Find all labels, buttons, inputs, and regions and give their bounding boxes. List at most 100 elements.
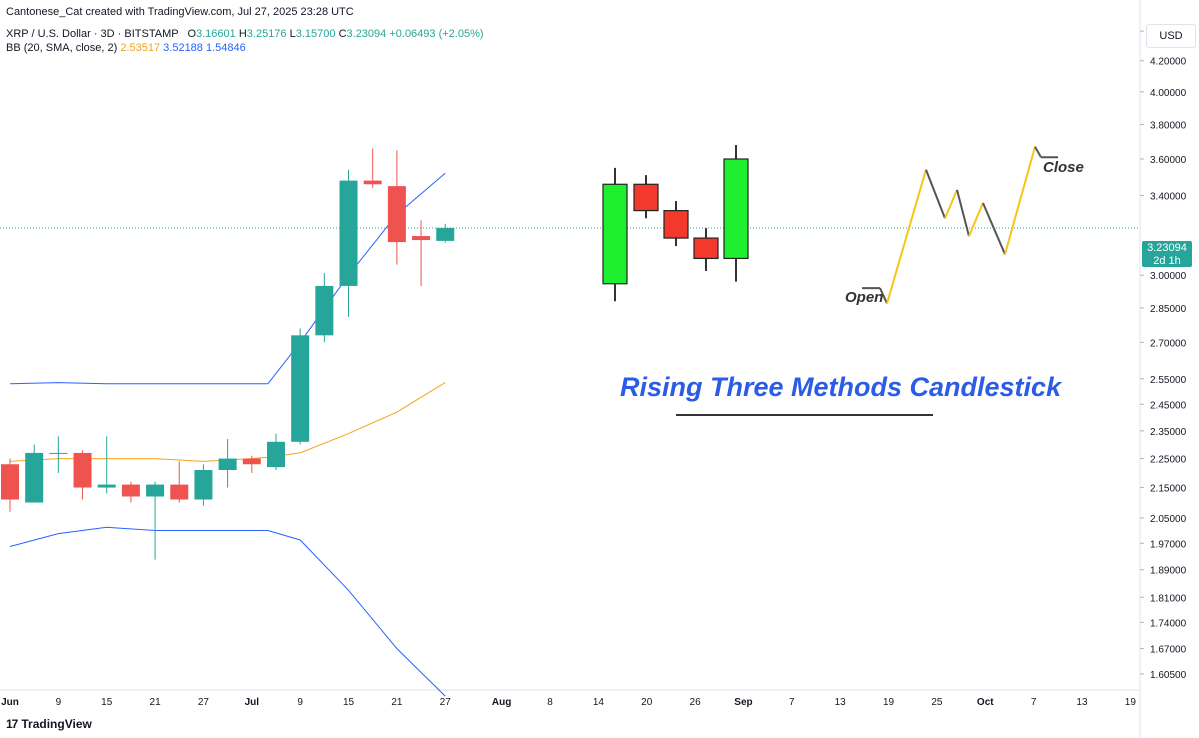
candle [218, 439, 237, 488]
y-tick-label: 2.45000 [1150, 400, 1187, 411]
candle [242, 455, 261, 473]
y-tick-label: 1.81000 [1150, 593, 1187, 604]
pattern-candle [633, 175, 659, 219]
y-tick-label: 3.60000 [1150, 155, 1187, 166]
y-tick-label: 1.60500 [1150, 670, 1187, 681]
candle [194, 464, 213, 506]
bb-legend[interactable]: BB (20, SMA, close, 2) 2.53517 3.52188 1… [6, 42, 246, 54]
x-tick-label: 7 [1031, 697, 1037, 708]
high-label-letter: H [238, 28, 247, 40]
candle [363, 148, 382, 188]
candle [315, 273, 334, 343]
candle-body [25, 452, 44, 503]
open-close-zigzag [862, 146, 1058, 304]
x-tick-label: Aug [492, 697, 511, 708]
x-tick-label: 21 [150, 697, 162, 708]
currency-button[interactable]: USD [1146, 24, 1196, 48]
x-tick-label: 21 [391, 697, 403, 708]
tradingview-logo-text: TradingView [21, 717, 92, 731]
x-tick-label: 13 [1076, 697, 1088, 708]
y-tick-label: 2.35000 [1150, 427, 1187, 438]
close-label: Close [1043, 159, 1084, 176]
x-tick-label: 20 [641, 697, 653, 708]
candle [412, 220, 431, 286]
x-axis-ticks: Jun 9 15 21 27 Jul 9 15 21 27 Aug 8 14 20 26 Sep 7 13 19 25… [1, 697, 1136, 708]
zigzag-segment [1004, 146, 1036, 255]
pattern-candle [693, 228, 719, 271]
candle-body [49, 452, 68, 454]
candle [291, 328, 310, 445]
x-tick-label: 8 [547, 697, 553, 708]
candle-body [266, 441, 285, 468]
x-tick-label: 13 [835, 697, 847, 708]
y-tick-label: 4.20000 [1150, 57, 1187, 68]
rising-three-pattern [602, 144, 749, 302]
tradingview-logo[interactable]: 17 TradingView [6, 717, 92, 731]
close-label-letter: C [338, 28, 347, 40]
x-tick-label: 19 [1125, 697, 1137, 708]
zigzag-segment [956, 189, 970, 237]
x-tick-label: 9 [56, 697, 62, 708]
pattern-candle [723, 144, 749, 282]
open-value: 3.16601 [196, 28, 236, 40]
pattern-candle [602, 167, 628, 302]
candle-body [218, 458, 237, 470]
candle-body [315, 285, 334, 336]
low-value: 3.15700 [295, 28, 336, 40]
candlestick-series [1, 148, 455, 560]
price-axis-frame [0, 0, 1141, 738]
y-tick-label: 2.05000 [1150, 514, 1187, 525]
candle [387, 150, 406, 265]
chart-credit: Cantonese_Cat created with TradingView.c… [6, 6, 354, 18]
y-axis-ticks[interactable]: 4.400004.200004.000003.800003.600003.400… [1140, 27, 1187, 681]
open-label: Open [845, 289, 883, 306]
candle-body [602, 183, 628, 285]
last-price-value: 3.23094 [1147, 242, 1187, 254]
candle-body [73, 452, 92, 488]
zigzag-segment [982, 202, 1006, 255]
candle-body [194, 469, 213, 500]
bb-middle-value: 2.53517 [120, 42, 161, 54]
symbol-name: XRP / U.S. Dollar · 3D · BITSTAMP [6, 28, 179, 40]
candle-body [363, 180, 382, 185]
high-value: 3.25176 [246, 28, 287, 40]
open-label-letter: O [187, 28, 196, 40]
candle [266, 433, 285, 470]
zigzag-segment [886, 169, 927, 304]
x-tick-label: 14 [593, 697, 605, 708]
candle [170, 461, 189, 503]
y-tick-label: 2.15000 [1150, 484, 1187, 495]
y-tick-label: 2.55000 [1150, 375, 1187, 386]
y-tick-label: 1.89000 [1150, 566, 1187, 577]
candle-body [242, 458, 261, 465]
y-tick-label: 4.00000 [1150, 88, 1187, 99]
y-tick-label: 2.25000 [1150, 455, 1187, 466]
candle-body [146, 484, 165, 497]
x-tick-label: 27 [198, 697, 210, 708]
bb-lower-line [9, 526, 446, 697]
bar-countdown: 2d 1h [1153, 255, 1181, 267]
x-tick-label: 9 [297, 697, 303, 708]
last-price-tag: 3.23094 2d 1h [1142, 241, 1192, 267]
candle-body [121, 484, 140, 497]
zigzag-segment [944, 189, 958, 219]
candle-body [387, 186, 406, 243]
candle [25, 444, 44, 503]
symbol-legend[interactable]: XRP / U.S. Dollar · 3D · BITSTAMP O3.166… [6, 28, 484, 40]
bb-upper-line [9, 172, 446, 385]
tradingview-logo-icon: 17 [6, 717, 18, 731]
candle-body [693, 237, 719, 260]
y-tick-label: 1.74000 [1150, 618, 1187, 629]
candle-body [663, 210, 689, 239]
zigzag-segment [1034, 146, 1042, 158]
x-tick-label: 7 [789, 697, 795, 708]
x-tick-label: 15 [343, 697, 355, 708]
y-tick-label: 2.70000 [1150, 338, 1187, 349]
y-tick-label: 1.97000 [1150, 539, 1187, 550]
low-label-letter: L [289, 28, 296, 40]
candle-body [291, 335, 310, 442]
candle-body [97, 484, 116, 488]
change-value: +0.06493 (+2.05%) [389, 28, 484, 40]
x-tick-label: 25 [931, 697, 943, 708]
